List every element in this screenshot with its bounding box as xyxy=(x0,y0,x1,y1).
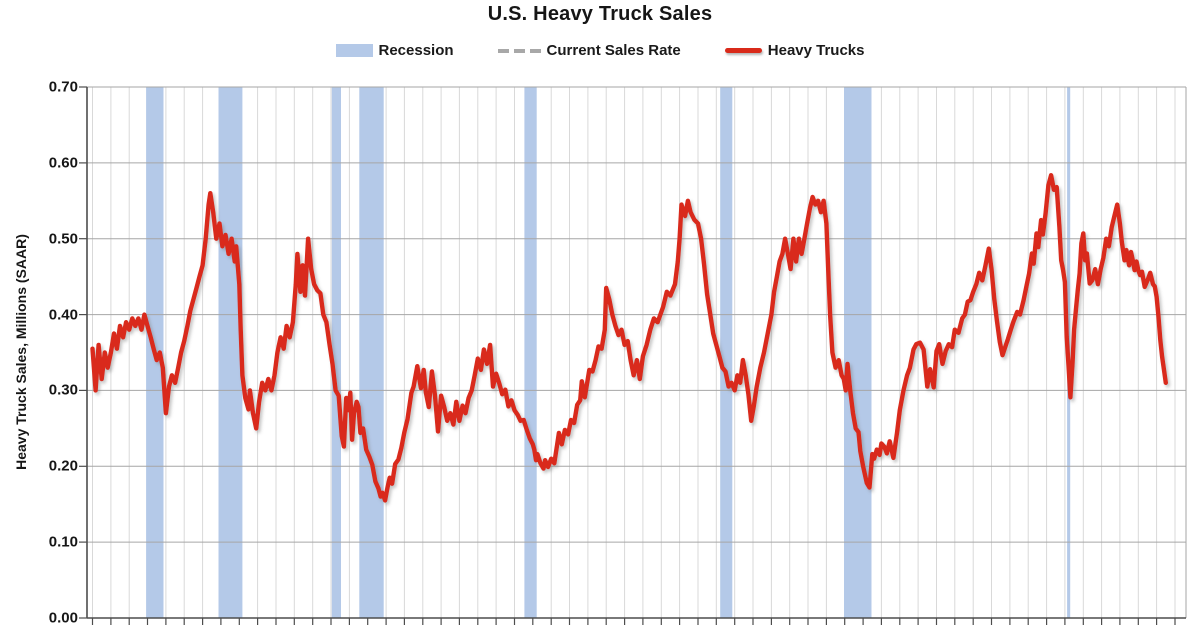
recession-band xyxy=(524,87,537,618)
dashed-line-icon xyxy=(497,48,541,53)
y-axis-tick-label: 0.20 xyxy=(48,457,78,475)
y-axis-tick-label: 0.00 xyxy=(48,609,78,627)
y-axis-tick-label: 0.30 xyxy=(48,381,78,399)
y-axis-tick-label: 0.40 xyxy=(48,306,78,324)
recession-bands xyxy=(146,87,1071,618)
recession-band xyxy=(844,87,872,618)
y-axis-tick-label: 0.10 xyxy=(48,533,78,551)
y-axis-tick-label: 0.70 xyxy=(48,78,78,96)
legend-label-recession: Recession xyxy=(378,42,454,59)
legend-label-heavy-trucks: Heavy Trucks xyxy=(767,42,865,59)
axes xyxy=(86,87,1186,619)
legend-item-current-sales-rate: Current Sales Rate xyxy=(497,42,681,59)
recession-band xyxy=(218,87,243,618)
heavy-trucks-line xyxy=(90,173,1168,503)
chart-title: U.S. Heavy Truck Sales xyxy=(487,3,713,25)
recession-swatch-icon xyxy=(335,44,373,57)
legend-item-heavy-trucks: Heavy Trucks xyxy=(724,42,865,59)
x-gridlines xyxy=(92,87,1176,618)
legend-item-recession: Recession xyxy=(335,42,454,59)
recession-band xyxy=(331,87,341,618)
legend-label-current-sales-rate: Current Sales Rate xyxy=(546,42,681,59)
red-line-icon xyxy=(724,48,762,53)
recession-band xyxy=(720,87,733,618)
y-axis-tick-label: 0.50 xyxy=(48,230,78,248)
legend: Recession Current Sales Rate Heavy Truck… xyxy=(0,42,1200,59)
y-tick-marks xyxy=(79,86,87,619)
recession-band xyxy=(359,87,384,618)
y-gridlines xyxy=(87,86,1187,619)
x-tick-marks xyxy=(91,618,1176,625)
y-axis-tick-label: 0.60 xyxy=(48,154,78,172)
